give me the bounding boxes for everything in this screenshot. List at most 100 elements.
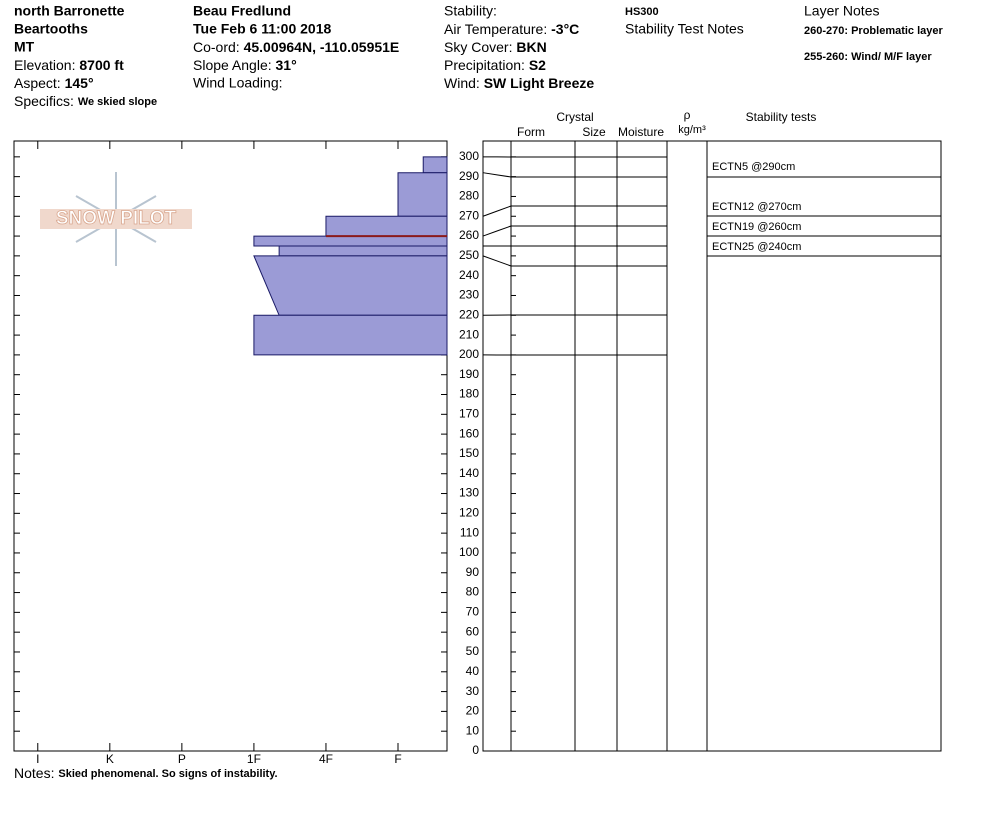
hardness-frame <box>13 140 448 752</box>
column-header: Moisture <box>618 125 664 139</box>
field-label: Air Temperature: -3°C <box>444 21 579 37</box>
layer-bar <box>397 172 448 217</box>
y-tick-label: 240 <box>459 268 479 282</box>
label: Sky Cover: <box>444 39 512 55</box>
y-tick-label: 260 <box>459 228 479 242</box>
notes-label: Notes: <box>14 765 54 781</box>
layer-connector <box>482 172 512 178</box>
y-tick-label: 40 <box>466 664 480 678</box>
layer-connector <box>482 225 512 237</box>
y-tick-label: 170 <box>459 406 479 420</box>
label: Specifics: <box>14 93 74 109</box>
x-tick-label: 4F <box>319 752 333 766</box>
label: Co-ord: <box>193 39 240 55</box>
layer-bar <box>253 235 448 247</box>
value: 145° <box>65 75 94 91</box>
value: 31° <box>276 57 297 73</box>
y-tick-label: 10 <box>466 723 480 737</box>
field-label: Slope Angle: 31° <box>193 57 297 73</box>
value: -3°C <box>551 21 579 37</box>
value: 8700 ft <box>79 57 124 73</box>
y-tick-label: 190 <box>459 367 479 381</box>
stability-test: ECTN25 @240cm <box>712 241 801 253</box>
y-tick-label: 210 <box>459 327 479 341</box>
label: Elevation: <box>14 57 75 73</box>
y-tick-label: 90 <box>466 565 480 579</box>
value: We skied slope <box>78 96 157 108</box>
field-label: Specifics: We skied slope <box>14 93 157 109</box>
value: SW Light Breeze <box>484 75 595 91</box>
y-tick-label: 60 <box>466 624 480 638</box>
column-header: kg/m³ <box>678 124 706 136</box>
hs: HS300 <box>625 6 659 18</box>
y-tick-label: 160 <box>459 426 479 440</box>
y-tick-label: 150 <box>459 446 479 460</box>
column-header: Crystal <box>556 110 593 124</box>
y-tick-label: 70 <box>466 605 480 619</box>
label: Aspect: <box>14 75 61 91</box>
layer-bar <box>253 314 448 356</box>
y-tick-label: 200 <box>459 347 479 361</box>
column-header: Size <box>582 125 606 139</box>
table-frame <box>482 140 942 752</box>
layer-bar <box>253 255 448 316</box>
x-tick-label: 1F <box>247 752 261 766</box>
y-tick-label: 110 <box>460 525 479 539</box>
y-tick-label: 280 <box>459 189 479 203</box>
notes-text: Skied phenomenal. So signs of instabilit… <box>58 768 277 780</box>
label: Stability: <box>444 3 497 19</box>
value: BKN <box>516 39 546 55</box>
x-tick-label: F <box>394 752 401 766</box>
state: MT <box>14 39 35 55</box>
field-label: Co-ord: 45.00964N, -110.05951E <box>193 39 399 55</box>
field-label: Wind: SW Light Breeze <box>444 75 594 91</box>
stability-test: ECTN5 @290cm <box>712 161 795 173</box>
label: Slope Angle: <box>193 57 272 73</box>
y-tick-label: 140 <box>459 466 479 480</box>
y-tick-label: 130 <box>459 486 479 500</box>
y-tick-label: 290 <box>459 169 479 183</box>
date: Tue Feb 6 11:00 2018 <box>193 21 331 37</box>
layer-connector <box>482 255 512 267</box>
y-tick-label: 30 <box>466 684 480 698</box>
observer: Beau Fredlund <box>193 3 291 19</box>
layer-bar <box>422 156 448 174</box>
location: north Barronette <box>14 3 125 19</box>
label: Precipitation: <box>444 57 525 73</box>
x-tick-label: P <box>178 752 186 766</box>
layer-connector <box>482 205 512 217</box>
layer-bar <box>278 245 448 257</box>
layer-note: 255-260: Wind/ M/F layer <box>804 51 932 63</box>
y-tick-label: 300 <box>459 149 479 163</box>
column-header: ρ <box>684 108 691 122</box>
column-header: Form <box>517 125 545 139</box>
value: S2 <box>529 57 546 73</box>
value: 45.00964N, -110.05951E <box>244 39 400 55</box>
stability-test: ECTN19 @260cm <box>712 221 801 233</box>
field-label: Elevation: 8700 ft <box>14 57 124 73</box>
range: Beartooths <box>14 21 88 37</box>
field-label: Sky Cover: BKN <box>444 39 547 55</box>
y-tick-label: 0 <box>472 743 479 757</box>
y-tick-label: 50 <box>466 644 480 658</box>
x-tick-label: K <box>106 752 114 766</box>
y-tick-label: 120 <box>459 506 479 520</box>
field-label: Aspect: 145° <box>14 75 94 91</box>
y-tick-label: 80 <box>466 585 480 599</box>
notes: Notes: Skied phenomenal. So signs of ins… <box>14 765 278 781</box>
y-tick-label: 230 <box>459 288 479 302</box>
y-tick-label: 250 <box>459 248 479 262</box>
y-tick-label: 100 <box>459 545 479 559</box>
label: Wind Loading: <box>193 75 283 91</box>
column-header: Stability tests <box>746 110 817 124</box>
y-tick-label: 180 <box>459 387 479 401</box>
stability-test: ECTN12 @270cm <box>712 201 801 213</box>
label: Air Temperature: <box>444 21 547 37</box>
stability-notes-title: Stability Test Notes <box>625 21 744 37</box>
layer-notes-title: Layer Notes <box>804 3 879 19</box>
logo-text: SNOW PILOT <box>56 208 177 229</box>
field-label: Precipitation: S2 <box>444 57 546 73</box>
layer-note: 260-270: Problematic layer <box>804 25 944 37</box>
y-tick-label: 220 <box>459 307 479 321</box>
